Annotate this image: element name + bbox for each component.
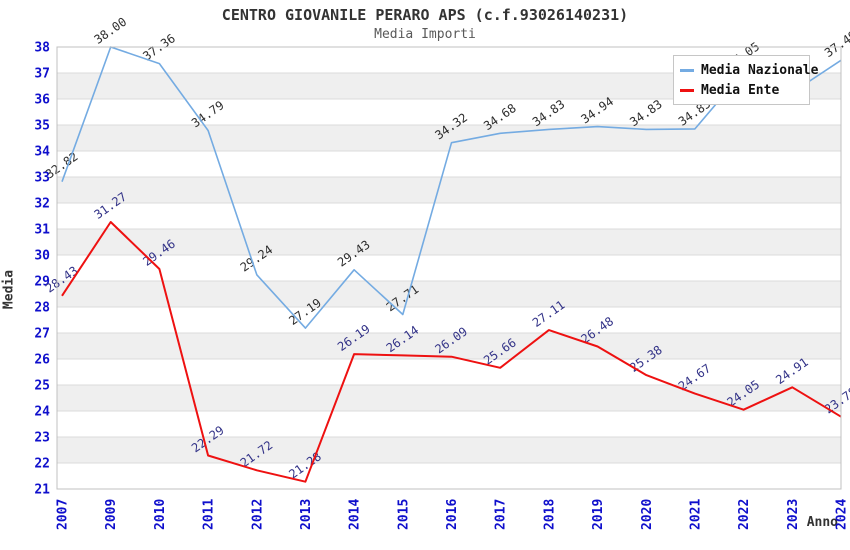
y-tick-label: 22 (34, 457, 50, 472)
grid-band (57, 177, 841, 203)
y-tick-label: 34 (34, 145, 50, 160)
y-tick-label: 27 (34, 327, 50, 342)
grid-band (57, 307, 841, 333)
x-tick-label: 2012 (250, 499, 265, 530)
y-tick-label: 31 (34, 223, 50, 238)
x-tick-label: 2013 (299, 499, 314, 530)
x-tick-label: 2024 (835, 499, 850, 530)
chart-title: CENTRO GIOVANILE PERARO APS (c.f.9302614… (221, 6, 629, 24)
x-tick-label: 2018 (542, 499, 557, 530)
y-tick-label: 28 (34, 301, 50, 316)
legend: Media Nazionale Media Ente (673, 55, 818, 105)
x-tick-label: 2014 (348, 499, 363, 530)
x-tick-label: 2020 (640, 499, 655, 530)
series-line-media-ente (61, 221, 842, 483)
legend-label: Media Nazionale (701, 62, 819, 78)
legend-item-media-ente: Media Ente (680, 82, 809, 98)
y-tick-label: 35 (34, 119, 50, 134)
chart-subtitle: Media Importi (374, 27, 476, 42)
x-axis-label: Anno (806, 515, 838, 530)
point-label: 38.00 (92, 15, 130, 47)
grid-band (57, 333, 841, 359)
y-tick-label: 30 (34, 249, 50, 264)
legend-line-marker-icon (680, 68, 694, 72)
legend-item-media-nazionale: Media Nazionale (680, 63, 818, 78)
legend-line-marker-icon (680, 88, 694, 92)
y-tick-label: 26 (34, 353, 50, 368)
grid-band (57, 151, 841, 177)
grid-band (57, 125, 841, 151)
grid-band (57, 203, 841, 229)
x-tick-label: 2010 (153, 499, 168, 530)
y-tick-label: 23 (34, 431, 50, 446)
grid-band (57, 359, 841, 385)
grid-band (57, 281, 841, 307)
grid-band (57, 411, 841, 437)
y-tick-label: 36 (34, 93, 50, 108)
x-tick-label: 2017 (494, 499, 509, 530)
x-tick-label: 2022 (737, 499, 752, 530)
x-tick-label: 2011 (202, 499, 217, 530)
grid-band (57, 229, 841, 255)
y-tick-label: 33 (34, 171, 50, 186)
y-tick-label: 21 (34, 483, 50, 498)
legend-label: Media Ente (701, 82, 780, 98)
y-tick-label: 29 (34, 275, 50, 290)
y-tick-label: 38 (34, 41, 50, 56)
y-tick-label: 37 (34, 67, 50, 82)
x-tick-label: 2009 (104, 499, 119, 530)
plot-border (56, 46, 842, 490)
x-tick-label: 2015 (396, 499, 411, 530)
x-tick-label: 2021 (688, 499, 703, 530)
point-label: 37.49 (822, 28, 850, 60)
x-tick-label: 2016 (445, 499, 460, 530)
y-tick-label: 24 (34, 405, 50, 420)
grid-band (57, 463, 841, 489)
x-tick-label: 2007 (56, 499, 71, 530)
x-tick-label: 2019 (591, 499, 606, 530)
x-tick-label: 2023 (786, 499, 801, 530)
y-tick-label: 32 (34, 197, 50, 212)
y-tick-label: 25 (34, 379, 50, 394)
grid-band (57, 255, 841, 281)
series-line-media-nazionale (61, 46, 842, 329)
grid-band (57, 437, 841, 463)
